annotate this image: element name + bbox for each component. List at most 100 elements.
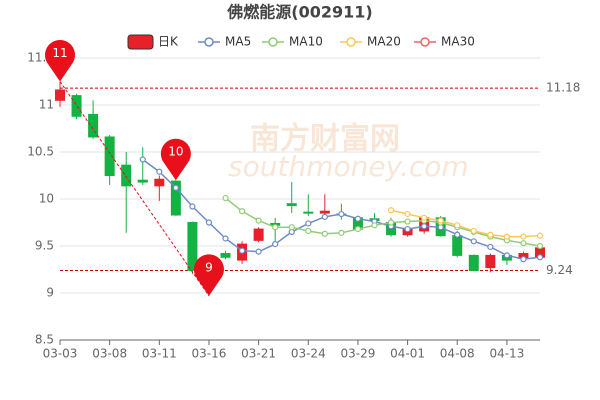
ma-point — [338, 210, 345, 218]
candle-body — [55, 89, 65, 101]
ma-point — [387, 207, 395, 214]
candle-body — [253, 228, 264, 241]
ma-point — [238, 208, 246, 215]
ma-point — [305, 220, 312, 227]
x-tick-label: 04-01 — [390, 347, 425, 361]
legend-label: MA10 — [289, 35, 323, 49]
x-tick-label: 03-03 — [43, 347, 78, 361]
ma-point — [404, 210, 411, 218]
reference-label: 11.18 — [546, 81, 580, 95]
legend-label: MA5 — [225, 35, 251, 49]
ma-point — [454, 231, 461, 238]
candle-body — [303, 211, 314, 214]
legend-label: MA30 — [441, 35, 475, 49]
ma-point — [222, 194, 229, 202]
ma-point — [387, 219, 395, 226]
ma-point — [437, 217, 444, 224]
ma-point — [321, 230, 328, 237]
reference-label: 9.24 — [546, 263, 573, 277]
watermark-cn: 南方财富网 — [250, 122, 400, 157]
ma-point — [536, 242, 544, 250]
ma-point — [305, 227, 312, 235]
candle-body — [187, 222, 198, 271]
candle-body — [286, 203, 297, 207]
ma-point — [255, 217, 262, 224]
y-tick-label: 8.5 — [35, 333, 54, 347]
ma-point — [189, 203, 196, 210]
ma-point — [321, 213, 328, 220]
ma-point — [288, 224, 295, 231]
ma-point — [421, 214, 428, 221]
x-tick-label: 03-21 — [241, 347, 276, 361]
ma-point — [172, 184, 179, 191]
ma-point — [205, 219, 213, 226]
candle-body — [88, 113, 99, 138]
ma-point — [354, 225, 362, 233]
candle-body — [121, 164, 132, 187]
candle-body — [452, 235, 463, 256]
ma-point — [404, 218, 411, 225]
y-tick-label: 10 — [39, 192, 54, 206]
ma-point — [156, 168, 163, 175]
legend-label: MA20 — [367, 35, 401, 49]
pin — [160, 138, 191, 181]
ma-point — [536, 254, 544, 261]
ma-point — [520, 240, 527, 247]
ma-point — [255, 248, 262, 255]
ma-point — [503, 252, 510, 259]
x-tick-label: 03-08 — [92, 347, 127, 361]
ma-point — [520, 233, 527, 240]
ma-point — [487, 243, 494, 251]
watermark-en: southmoney.com — [228, 150, 469, 183]
ma-point — [470, 238, 477, 245]
candle-body — [137, 179, 148, 183]
ma-point — [404, 225, 411, 233]
ma-point — [536, 232, 544, 239]
candle-body — [154, 178, 165, 187]
ma-point — [354, 215, 362, 222]
ma-point — [222, 235, 229, 242]
ma-point — [238, 247, 246, 254]
ma-point — [503, 233, 510, 240]
y-tick-label: 9.5 — [35, 239, 54, 253]
candle-body — [104, 136, 115, 177]
legend-swatch — [268, 37, 278, 47]
pin — [193, 254, 224, 296]
y-tick-label: 10.5 — [27, 145, 54, 159]
pin-label: 11 — [52, 46, 67, 60]
pin-label: 9 — [205, 260, 213, 274]
ma-point — [272, 224, 279, 231]
x-tick-label: 03-16 — [192, 347, 227, 361]
ma-point — [421, 223, 428, 230]
ma-point — [520, 256, 527, 263]
ma-point — [454, 222, 461, 229]
candle-body — [170, 180, 181, 216]
x-tick-label: 04-08 — [440, 347, 475, 361]
candle-body — [71, 95, 82, 117]
ma-line — [225, 197, 541, 247]
candle-body — [319, 210, 330, 214]
pin — [45, 40, 75, 82]
y-tick-label: 11 — [39, 98, 54, 112]
x-tick-label: 03-24 — [291, 347, 326, 361]
legend-swatch — [346, 37, 356, 47]
x-tick-label: 03-11 — [142, 347, 177, 361]
legend-swatch — [204, 37, 214, 47]
ma-point — [470, 227, 477, 235]
ma-point — [338, 229, 345, 236]
chart-title: 佛燃能源(002911) — [226, 3, 372, 22]
legend-swatch — [420, 37, 430, 47]
watermark: 南方财富网 southmoney.com — [228, 122, 469, 184]
x-tick-label: 04-13 — [489, 347, 524, 361]
pin-label: 10 — [168, 145, 183, 159]
x-tick-label: 03-29 — [340, 347, 375, 361]
ma-line — [390, 209, 541, 238]
ma-point — [371, 222, 378, 229]
ma-point — [139, 156, 146, 163]
candle-body — [220, 253, 231, 258]
legend-label: 日K — [158, 35, 179, 49]
legend-swatch — [127, 34, 154, 50]
ma-point — [272, 241, 279, 248]
ma-point — [487, 231, 494, 238]
